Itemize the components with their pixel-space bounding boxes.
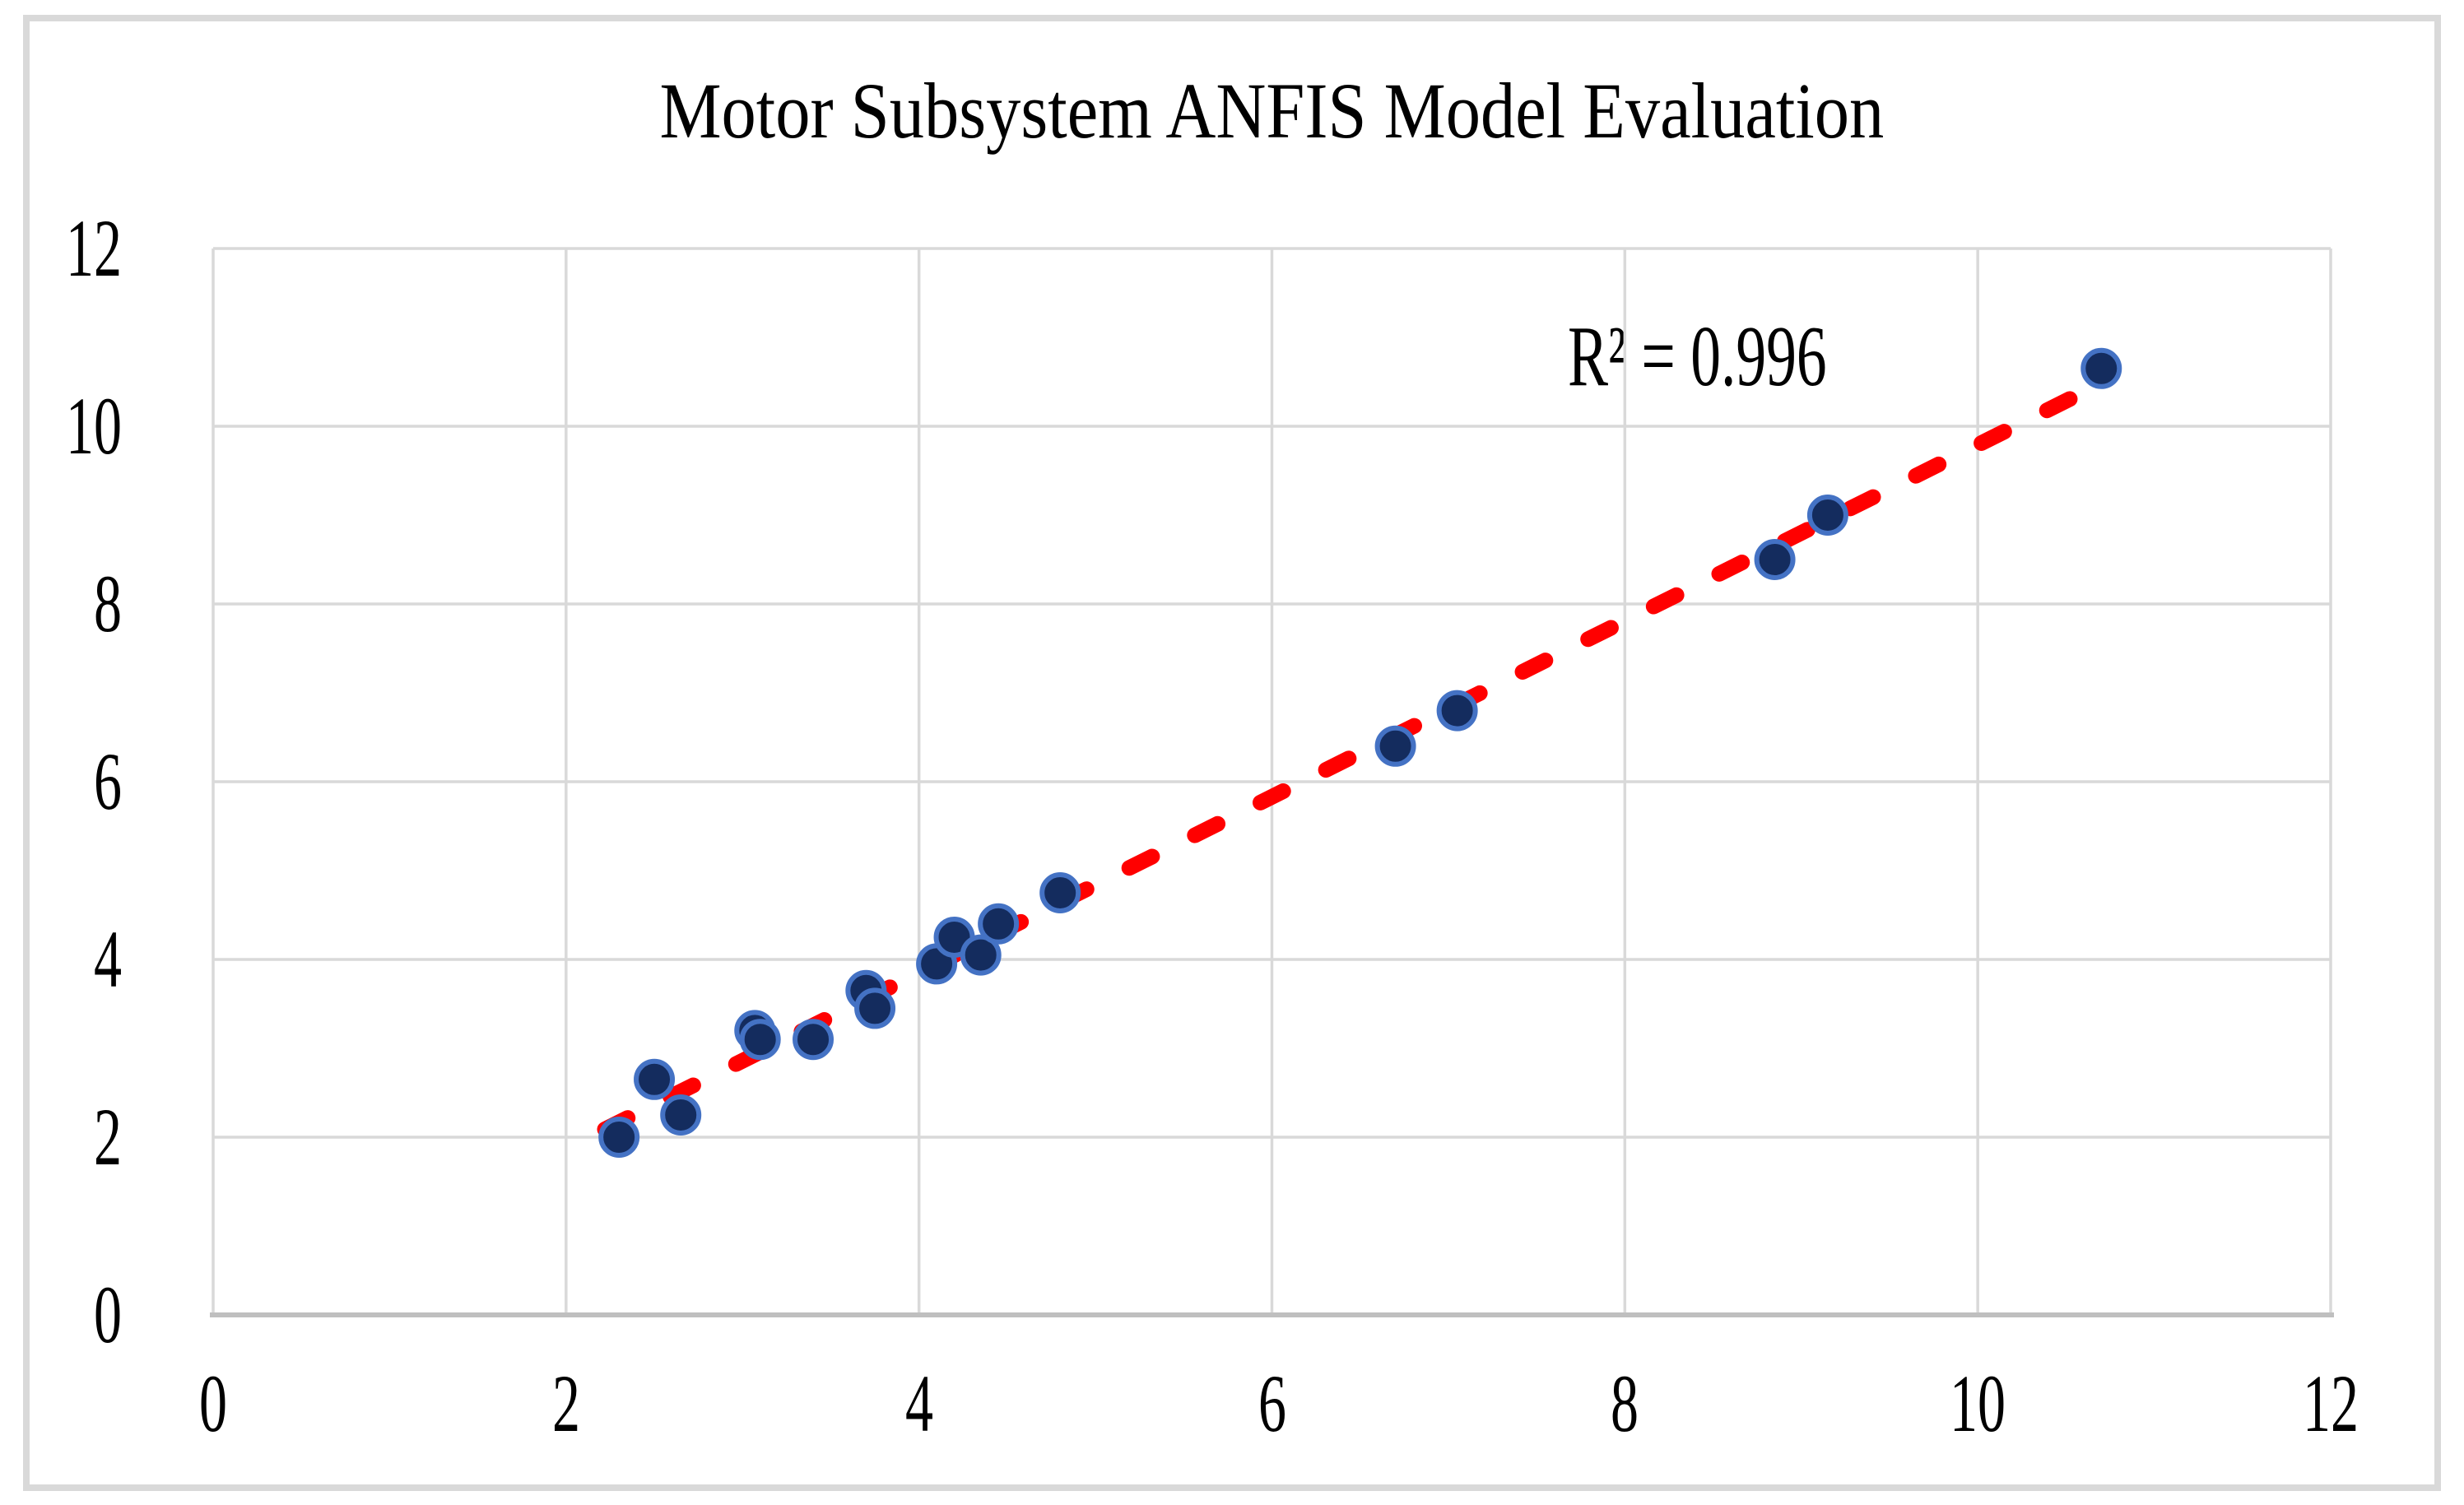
- x-tick-label-text: 6: [1258, 1358, 1286, 1449]
- data-point: [1374, 725, 1416, 767]
- x-tick-label: 2: [443, 1363, 690, 1445]
- x-tick-label-text: 10: [1950, 1358, 2006, 1449]
- x-tick-label: 8: [1501, 1363, 1748, 1445]
- chart-title-text: Motor Subsystem ANFIS Model Evaluation: [659, 67, 1885, 155]
- x-tick-label-text: 4: [904, 1358, 933, 1449]
- y-tick-label-text: 10: [66, 380, 122, 471]
- y-tick-label-text: 12: [66, 202, 122, 294]
- data-point: [660, 1094, 702, 1136]
- data-point: [739, 1019, 781, 1061]
- y-tick-label-text: 2: [94, 1091, 122, 1182]
- x-tick-label-text: 8: [1611, 1358, 1639, 1449]
- data-point: [854, 987, 896, 1029]
- y-tick-label: 2: [0, 1096, 122, 1178]
- figure-border-frame: [23, 15, 2441, 1491]
- data-point: [1806, 495, 1848, 536]
- y-tick-label: 12: [0, 207, 122, 290]
- y-tick-label: 4: [0, 918, 122, 1001]
- x-tick-label: 12: [2207, 1363, 2454, 1445]
- data-point: [1436, 690, 1478, 732]
- data-point: [1039, 872, 1081, 913]
- y-tick-label-text: 0: [94, 1269, 122, 1360]
- y-tick-label-text: 4: [94, 913, 122, 1005]
- x-tick-label: 0: [90, 1363, 337, 1445]
- x-tick-label: 6: [1149, 1363, 1396, 1445]
- x-tick-label-text: 0: [199, 1358, 227, 1449]
- r-squared-annotation-text: R² = 0.996: [1568, 308, 1827, 404]
- r-squared-annotation: R² = 0.996: [1568, 313, 1937, 399]
- y-tick-label: 10: [0, 385, 122, 467]
- chart-title: Motor Subsystem ANFIS Model Evaluation: [213, 72, 2331, 151]
- y-tick-label: 6: [0, 741, 122, 823]
- data-point: [598, 1117, 640, 1158]
- data-point: [634, 1058, 676, 1100]
- y-tick-label-text: 6: [94, 736, 122, 827]
- x-tick-label: 4: [796, 1363, 1043, 1445]
- x-tick-label-text: 12: [2303, 1358, 2359, 1449]
- y-tick-label-text: 8: [94, 558, 122, 649]
- data-point: [2080, 347, 2122, 389]
- data-point: [978, 903, 1020, 945]
- data-point: [960, 934, 1002, 976]
- y-tick-label: 0: [0, 1274, 122, 1356]
- data-point: [1754, 539, 1796, 580]
- x-tick-label-text: 2: [551, 1358, 580, 1449]
- data-point: [793, 1019, 835, 1061]
- trendline: [597, 387, 2086, 1138]
- y-tick-label: 8: [0, 563, 122, 645]
- x-tick-label: 10: [1854, 1363, 2101, 1445]
